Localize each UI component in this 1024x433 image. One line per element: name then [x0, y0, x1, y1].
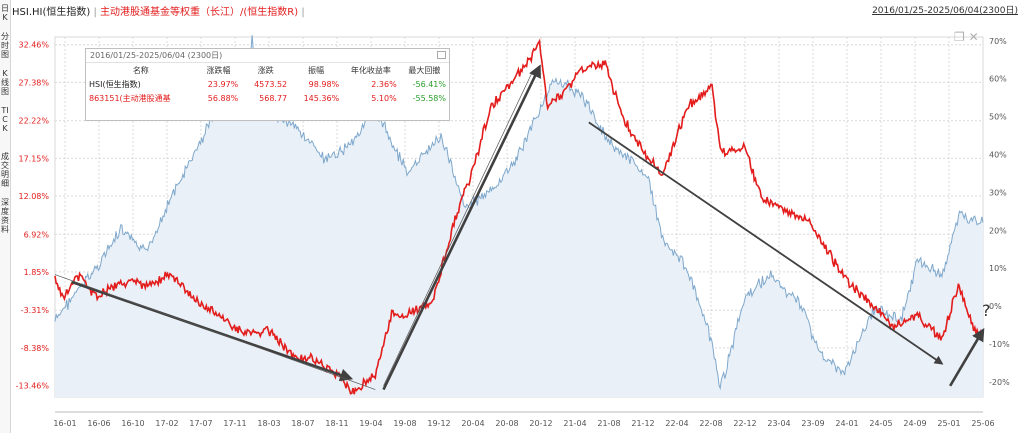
x-tick: 17-07 [189, 419, 212, 428]
series-hsi-label[interactable]: HSI.HI(恒生指数) [12, 7, 91, 18]
trend-thin-line [54, 274, 376, 390]
date-range-link[interactable]: 2016/01/25-2025/06/04(2300日) [872, 6, 1018, 16]
y-left-tick: -13.46% [16, 382, 50, 391]
stats-header-row: 名称 涨跌幅 涨跌 振幅 年化收益率 最大回撤 [86, 63, 449, 77]
x-tick: 18-03 [257, 419, 280, 428]
x-tick: 19-12 [427, 419, 450, 428]
series-fund-label[interactable]: 主动港股通基金等权重（长江）/(恒生指数R) [100, 7, 299, 18]
y-left-tick: 32.46% [18, 41, 49, 50]
fund-series [54, 38, 984, 395]
col-name: 名称 [132, 65, 149, 75]
y-right-tick: -10% [989, 340, 1010, 349]
y-right-tick: 30% [989, 188, 1007, 197]
y-right-tick: 10% [989, 264, 1007, 273]
stats-panel: 2016/01/25-2025/06/04 (2300日) 名称 涨跌幅 涨跌 … [85, 48, 450, 121]
x-tick: 19-08 [393, 419, 416, 428]
x-tick: 19-04 [359, 419, 382, 428]
trend-arrow [949, 327, 985, 387]
panel-restore-icon[interactable] [437, 51, 446, 59]
y-left-tick: 12.08% [18, 192, 49, 201]
side-tab-1[interactable]: 分时图 [1, 32, 9, 59]
x-tick: 24-01 [835, 419, 858, 428]
close-icon[interactable]: ✕ [968, 30, 979, 44]
col-amp: 振幅 [308, 65, 325, 75]
y-right-tick: 0% [989, 302, 1002, 311]
x-tick: 24-05 [869, 419, 892, 428]
restore-icon[interactable]: ❐ [954, 30, 965, 44]
side-tab-5[interactable]: 深度资料 [1, 198, 9, 234]
trend-arrow [382, 64, 541, 391]
x-tick: 25-01 [937, 419, 960, 428]
col-chg: 涨跌 [257, 65, 274, 75]
y-right-tick: 70% [989, 37, 1007, 46]
side-tab-strip: 日K 分时图 K线图 TICK 成交明细深度资料 [0, 0, 11, 433]
x-tick: 18-07 [291, 419, 314, 428]
col-ann: 年化收益率 [350, 65, 391, 75]
trend-arrow [588, 121, 944, 365]
stats-table: 名称 涨跌幅 涨跌 振幅 年化收益率 最大回撤 HSI(恒生指数) 23.97%… [86, 63, 449, 105]
x-tick: 22-12 [733, 419, 756, 428]
trend-thin-line [383, 73, 532, 387]
x-tick: 21-04 [563, 419, 586, 428]
x-tick: 20-12 [529, 419, 552, 428]
trend-arrows [54, 64, 985, 391]
side-tab-0[interactable]: 日K [1, 4, 9, 22]
stats-row-fund[interactable]: 863151(主动港股通基 56.88% 568.77 145.36% 5.10… [89, 93, 446, 103]
side-tab-4[interactable]: 成交明细 [1, 152, 9, 188]
chart-header: HSI.HI(恒生指数) | 主动港股通基金等权重（长江）/(恒生指数R) | [12, 7, 305, 18]
x-tick: 18-11 [325, 419, 348, 428]
stats-row-hsi[interactable]: HSI(恒生指数) 23.97% 4573.52 98.98% 2.36% -5… [89, 79, 446, 89]
x-tick: 17-02 [155, 419, 178, 428]
col-mdd: 最大回撤 [408, 65, 441, 75]
y-right-tick: 50% [989, 113, 1007, 122]
x-tick: 22-04 [665, 419, 688, 428]
hsi-area [54, 35, 984, 397]
y-right-tick: 20% [989, 226, 1007, 235]
stats-title: 2016/01/25-2025/06/04 (2300日) [86, 49, 449, 63]
y-right-tick: 60% [989, 75, 1007, 84]
x-tick: 23-09 [801, 419, 824, 428]
x-tick: 20-04 [461, 419, 484, 428]
x-tick: 24-09 [903, 419, 926, 428]
x-tick: 16-06 [87, 419, 110, 428]
x-tick: 25-06 [971, 419, 994, 428]
fund-line [54, 38, 984, 395]
x-tick: 20-08 [495, 419, 518, 428]
y-left-tick: -3.31% [21, 306, 50, 315]
y-right-tick: 40% [989, 150, 1007, 159]
side-tab-3[interactable]: TICK [1, 106, 9, 133]
x-tick: 21-12 [631, 419, 654, 428]
x-tick: 22-08 [699, 419, 722, 428]
y-left-tick: 6.92% [24, 230, 50, 239]
chart-axes: 32.46% 27.38% 22.22% 17.15% 12.08% 6.92% 1.85%… [16, 37, 1010, 428]
x-tick: 16-01 [53, 419, 76, 428]
hsi-line [54, 35, 984, 391]
y-left-tick: 22.22% [18, 117, 49, 126]
x-tick: 21-08 [597, 419, 620, 428]
y-left-tick: 27.38% [18, 78, 49, 87]
question-annotation: ? [982, 301, 991, 320]
y-left-tick: -8.38% [21, 344, 50, 353]
trend-arrow [71, 280, 354, 382]
x-tick: 23-04 [767, 419, 790, 428]
side-tab-2[interactable]: K线图 [1, 69, 9, 96]
y-right-tick: -20% [989, 378, 1010, 387]
y-left-tick: 17.15% [18, 154, 49, 163]
x-tick: 17-11 [223, 419, 246, 428]
col-pct: 涨跌幅 [206, 65, 231, 75]
x-tick: 16-10 [121, 419, 144, 428]
y-left-tick: 1.85% [24, 268, 50, 277]
window-controls: ❐ ✕ [954, 30, 979, 44]
